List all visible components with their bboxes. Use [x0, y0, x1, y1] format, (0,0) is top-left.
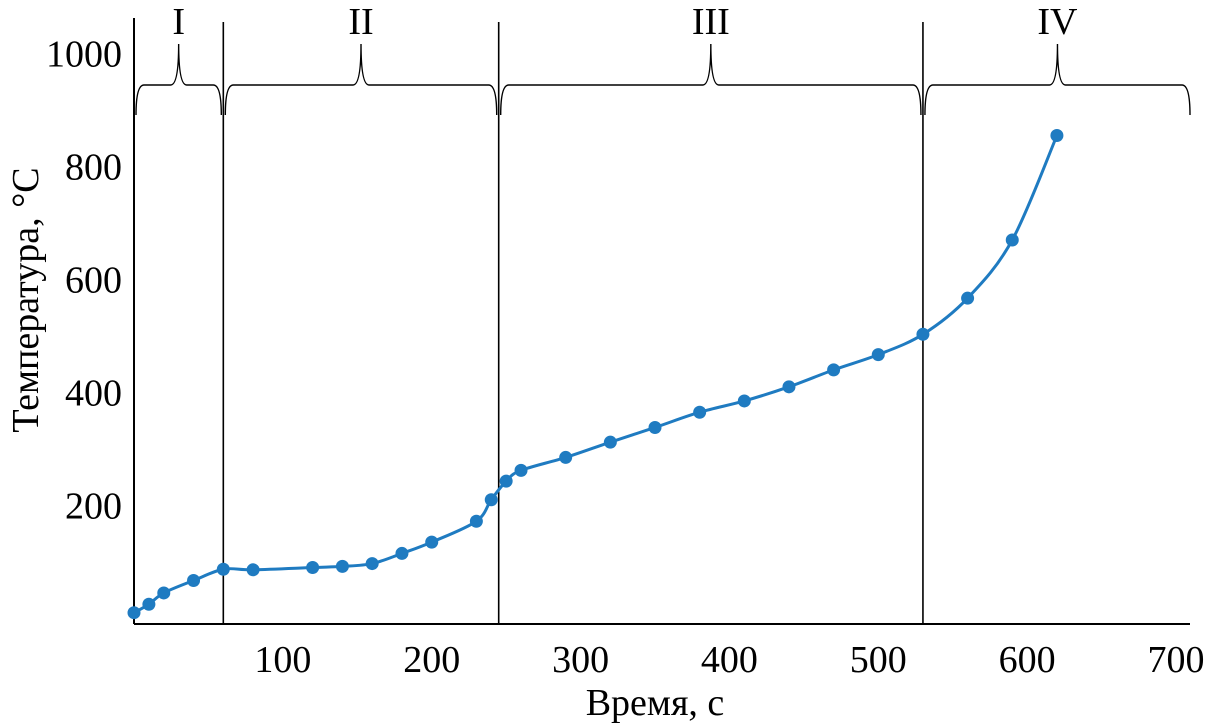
region-label: II — [348, 1, 373, 43]
data-point — [693, 405, 707, 419]
data-point — [469, 514, 483, 528]
data-point — [648, 420, 662, 434]
data-point — [737, 394, 751, 408]
y-tick-label: 1000 — [46, 34, 122, 76]
data-point — [335, 559, 349, 573]
region-brace — [135, 43, 223, 116]
data-point — [127, 606, 141, 620]
data-point — [187, 574, 201, 588]
x-tick-labels: 100 200 300 400 500 600 700 — [254, 639, 1204, 681]
x-tick-label: 600 — [999, 639, 1056, 681]
region-labels: I II III IV — [172, 1, 1078, 43]
region-label: IV — [1037, 1, 1078, 43]
data-points — [127, 129, 1064, 620]
series-line — [132, 134, 1059, 615]
y-tick-labels: 200 400 600 800 1000 — [46, 34, 122, 528]
y-tick-label: 600 — [65, 260, 122, 302]
data-point — [782, 380, 796, 394]
data-point — [395, 546, 409, 560]
data-point — [514, 463, 528, 477]
data-point — [1005, 233, 1019, 247]
x-tick-label: 300 — [552, 639, 609, 681]
data-point — [216, 562, 230, 576]
data-point — [827, 363, 841, 377]
region-braces — [135, 43, 1191, 116]
region-label: III — [692, 1, 730, 43]
data-point — [425, 535, 439, 549]
data-point — [365, 557, 379, 571]
x-tick-label: 200 — [403, 639, 460, 681]
x-axis-title: Время, с — [586, 682, 725, 724]
data-point — [603, 435, 617, 449]
data-point — [916, 327, 930, 341]
data-point — [157, 586, 171, 600]
data-point — [306, 561, 320, 575]
y-tick-label: 800 — [65, 147, 122, 189]
data-point — [559, 450, 573, 464]
data-point — [499, 474, 513, 488]
region-brace — [924, 43, 1191, 116]
axes — [133, 18, 1190, 625]
data-point — [1050, 129, 1064, 143]
y-tick-label: 200 — [65, 485, 122, 527]
data-point — [246, 563, 260, 577]
y-axis-title: Температура, °C — [5, 167, 47, 432]
region-brace — [500, 43, 922, 116]
data-point — [142, 597, 156, 611]
x-tick-label: 100 — [254, 639, 311, 681]
y-tick-label: 400 — [65, 372, 122, 414]
x-tick-label: 700 — [1148, 639, 1205, 681]
data-point — [871, 348, 885, 362]
region-label: I — [172, 1, 185, 43]
data-point — [961, 291, 975, 305]
region-brace — [224, 43, 498, 116]
x-tick-label: 400 — [701, 639, 758, 681]
data-point — [484, 493, 498, 507]
region-dividers — [222, 22, 924, 624]
x-tick-label: 500 — [850, 639, 907, 681]
